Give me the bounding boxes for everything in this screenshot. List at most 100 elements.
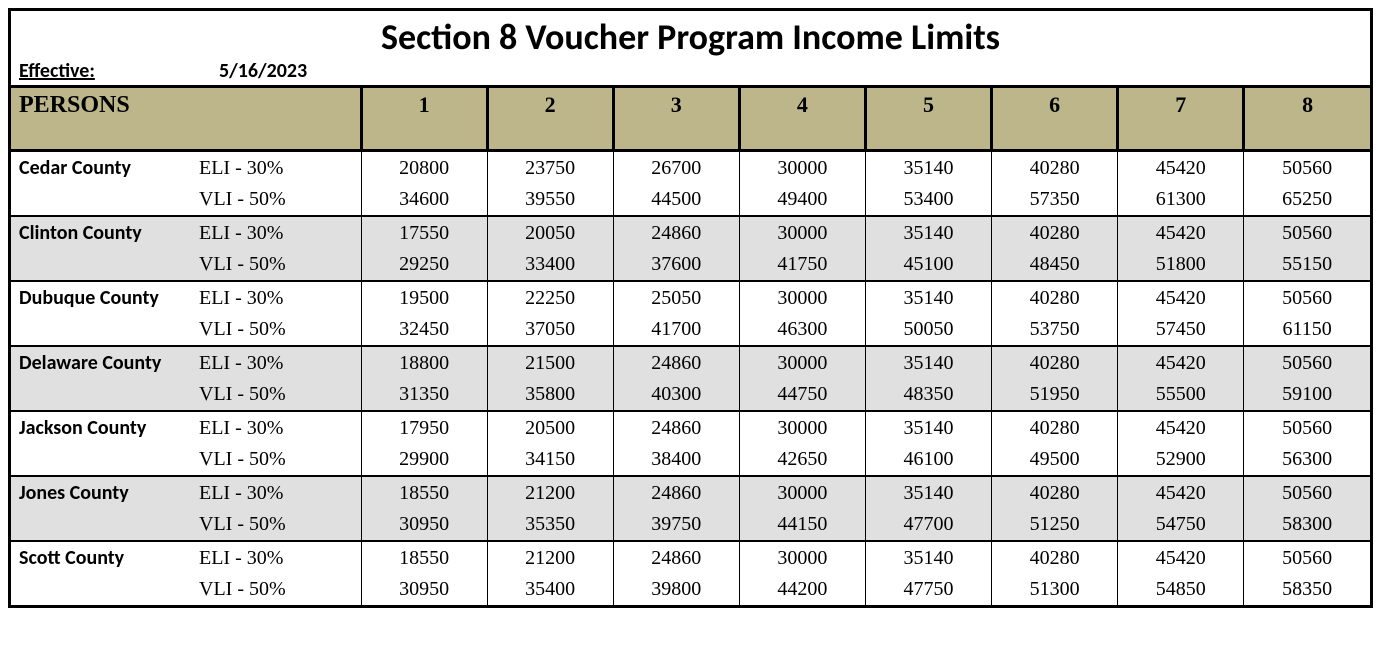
tier-label: VLI - 50% [191,509,361,541]
value-cell: 57350 [992,184,1118,216]
value-cell: 20800 [361,151,487,185]
tier-label: ELI - 30% [191,151,361,185]
value-cell: 51300 [992,574,1118,605]
table-body: Cedar CountyELI - 30%2080023750267003000… [11,151,1370,606]
value-cell: 19500 [361,281,487,314]
col-header-2: 2 [487,87,613,151]
value-cell: 46300 [739,314,865,346]
table-row: Clinton CountyELI - 30%17550200502486030… [11,216,1370,249]
table-row: VLI - 50%2925033400376004175045100484505… [11,249,1370,281]
value-cell: 29900 [361,444,487,476]
value-cell: 52900 [1118,444,1244,476]
value-cell: 30000 [739,541,865,574]
tier-label: VLI - 50% [191,444,361,476]
value-cell: 50560 [1244,216,1370,249]
header-row: PERSONS 1 2 3 4 5 6 7 8 [11,87,1370,151]
tier-label: ELI - 30% [191,476,361,509]
value-cell: 17950 [361,411,487,444]
value-cell: 40280 [992,281,1118,314]
value-cell: 53750 [992,314,1118,346]
tier-label: VLI - 50% [191,379,361,411]
effective-row: Effective: 5/16/2023 [11,59,1370,85]
col-header-7: 7 [1118,87,1244,151]
value-cell: 30000 [739,281,865,314]
value-cell: 58350 [1244,574,1370,605]
table-row: Scott CountyELI - 30%1855021200248603000… [11,541,1370,574]
value-cell: 45420 [1118,476,1244,509]
value-cell: 50560 [1244,411,1370,444]
value-cell: 47750 [865,574,991,605]
value-cell: 30950 [361,509,487,541]
county-name-empty [11,379,191,411]
persons-header: PERSONS [11,87,361,151]
value-cell: 35140 [865,151,991,185]
county-name-empty [11,444,191,476]
value-cell: 29250 [361,249,487,281]
county-name: Delaware County [11,346,191,379]
value-cell: 30000 [739,346,865,379]
county-name-empty [11,184,191,216]
value-cell: 45420 [1118,541,1244,574]
value-cell: 37050 [487,314,613,346]
value-cell: 50560 [1244,151,1370,185]
value-cell: 40280 [992,346,1118,379]
table-row: VLI - 50%2990034150384004265046100495005… [11,444,1370,476]
value-cell: 35140 [865,281,991,314]
value-cell: 40300 [613,379,739,411]
value-cell: 45420 [1118,281,1244,314]
value-cell: 24860 [613,541,739,574]
value-cell: 50560 [1244,281,1370,314]
table-row: Jones CountyELI - 30%1855021200248603000… [11,476,1370,509]
table-row: VLI - 50%3460039550445004940053400573506… [11,184,1370,216]
value-cell: 50560 [1244,476,1370,509]
value-cell: 55150 [1244,249,1370,281]
value-cell: 24860 [613,411,739,444]
value-cell: 30000 [739,151,865,185]
effective-label: Effective: [19,59,219,83]
value-cell: 40280 [992,151,1118,185]
value-cell: 42650 [739,444,865,476]
table-row: VLI - 50%3095035350397504415047700512505… [11,509,1370,541]
value-cell: 44150 [739,509,865,541]
value-cell: 22250 [487,281,613,314]
value-cell: 50050 [865,314,991,346]
value-cell: 45420 [1118,411,1244,444]
value-cell: 31350 [361,379,487,411]
value-cell: 59100 [1244,379,1370,411]
value-cell: 54850 [1118,574,1244,605]
value-cell: 49500 [992,444,1118,476]
county-name-empty [11,509,191,541]
value-cell: 56300 [1244,444,1370,476]
value-cell: 30000 [739,216,865,249]
tier-label: VLI - 50% [191,249,361,281]
value-cell: 58300 [1244,509,1370,541]
tier-label: ELI - 30% [191,411,361,444]
value-cell: 37600 [613,249,739,281]
value-cell: 34150 [487,444,613,476]
tier-label: VLI - 50% [191,184,361,216]
value-cell: 41700 [613,314,739,346]
value-cell: 18800 [361,346,487,379]
value-cell: 24860 [613,476,739,509]
value-cell: 54750 [1118,509,1244,541]
value-cell: 61300 [1118,184,1244,216]
value-cell: 18550 [361,541,487,574]
value-cell: 45100 [865,249,991,281]
county-name-empty [11,314,191,346]
county-name: Scott County [11,541,191,574]
value-cell: 21500 [487,346,613,379]
value-cell: 35400 [487,574,613,605]
value-cell: 35350 [487,509,613,541]
value-cell: 40280 [992,476,1118,509]
effective-date: 5/16/2023 [219,59,307,83]
value-cell: 21200 [487,541,613,574]
value-cell: 48450 [992,249,1118,281]
col-header-8: 8 [1244,87,1370,151]
value-cell: 44200 [739,574,865,605]
value-cell: 20500 [487,411,613,444]
col-header-3: 3 [613,87,739,151]
table-row: Delaware CountyELI - 30%1880021500248603… [11,346,1370,379]
tier-label: VLI - 50% [191,574,361,605]
value-cell: 50560 [1244,541,1370,574]
value-cell: 24860 [613,346,739,379]
